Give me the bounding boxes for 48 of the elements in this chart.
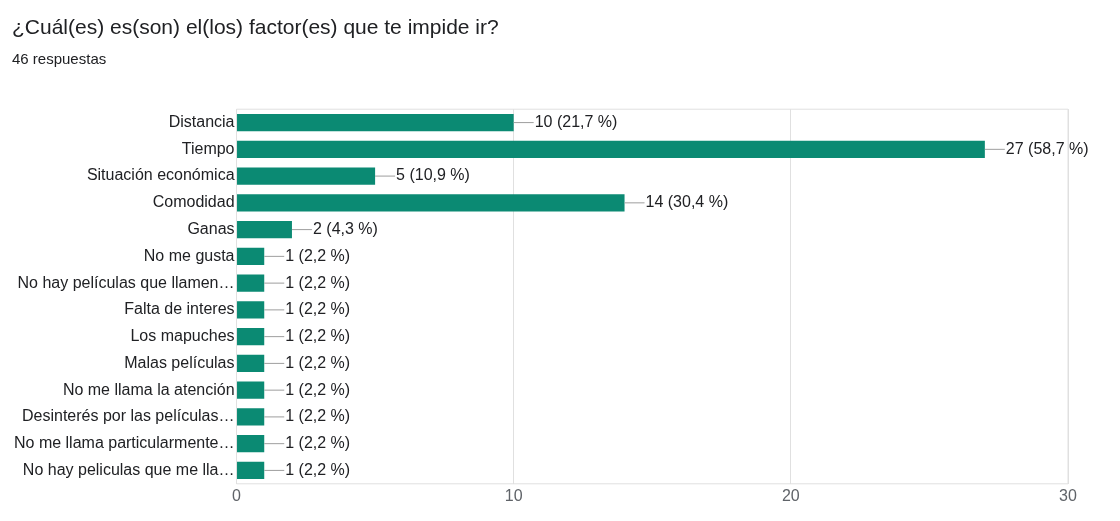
y-tick-label: Distancia: [168, 112, 235, 130]
bar: [237, 220, 292, 239]
chart-title: ¿Cuál(es) es(son) el(los) factor(es) que te impide ir?: [12, 15, 499, 39]
bar: [237, 354, 265, 373]
bar: [237, 327, 265, 346]
y-tick-label: No hay peliculas que me lla…: [22, 460, 235, 478]
data-label: 5 (10,9 %): [396, 166, 470, 184]
bar: [237, 301, 265, 319]
data-label: 14 (30,4 %): [645, 193, 729, 211]
data-label: 1 (2,2 %): [285, 300, 351, 318]
bar: [237, 113, 514, 132]
y-tick-label: No me llama particularmente…: [13, 434, 235, 452]
data-label: 27 (58,7 %): [1005, 139, 1089, 157]
y-tick-label: Situación económica: [86, 166, 235, 184]
y-tick-label: No hay películas que llamen…: [17, 273, 235, 291]
data-label: 1 (2,2 %): [285, 460, 351, 478]
data-label: 10 (21,7 %): [534, 112, 618, 130]
y-tick-label: Los mapuches: [130, 327, 235, 345]
data-label: 1 (2,2 %): [285, 246, 351, 264]
data-label: 1 (2,2 %): [285, 327, 351, 345]
data-label: 1 (2,2 %): [285, 434, 351, 452]
x-tick-label: 20: [781, 486, 800, 504]
x-tick-label: 10: [504, 486, 523, 504]
y-tick-label: Tiempo: [181, 139, 235, 157]
bar: [237, 167, 376, 185]
bar: [237, 434, 265, 453]
y-tick-label: Malas películas: [124, 353, 235, 371]
data-label: 2 (4,3 %): [312, 220, 378, 238]
x-tick-label: 30: [1059, 486, 1077, 504]
bar: [237, 461, 265, 480]
data-label: 1 (2,2 %): [285, 380, 351, 398]
y-tick-label: No me gusta: [143, 246, 235, 264]
x-tick-label: 0: [232, 486, 242, 504]
y-tick-label: No me llama la atención: [62, 380, 235, 398]
y-tick-label: Ganas: [187, 220, 235, 238]
y-tick-label: Desinterés por las películas…: [21, 407, 235, 425]
bar: [237, 408, 265, 426]
bar: [237, 274, 265, 292]
y-tick-label: Falta de interes: [124, 300, 235, 318]
data-label: 1 (2,2 %): [285, 273, 351, 291]
data-label: 1 (2,2 %): [285, 407, 351, 425]
bar: [237, 381, 265, 399]
data-label: 1 (2,2 %): [285, 353, 351, 371]
y-tick-label: Comodidad: [152, 193, 235, 211]
bar: [237, 140, 985, 159]
bar: [237, 247, 265, 266]
bar: [237, 194, 625, 212]
text: 46 respuestas: [12, 50, 107, 68]
